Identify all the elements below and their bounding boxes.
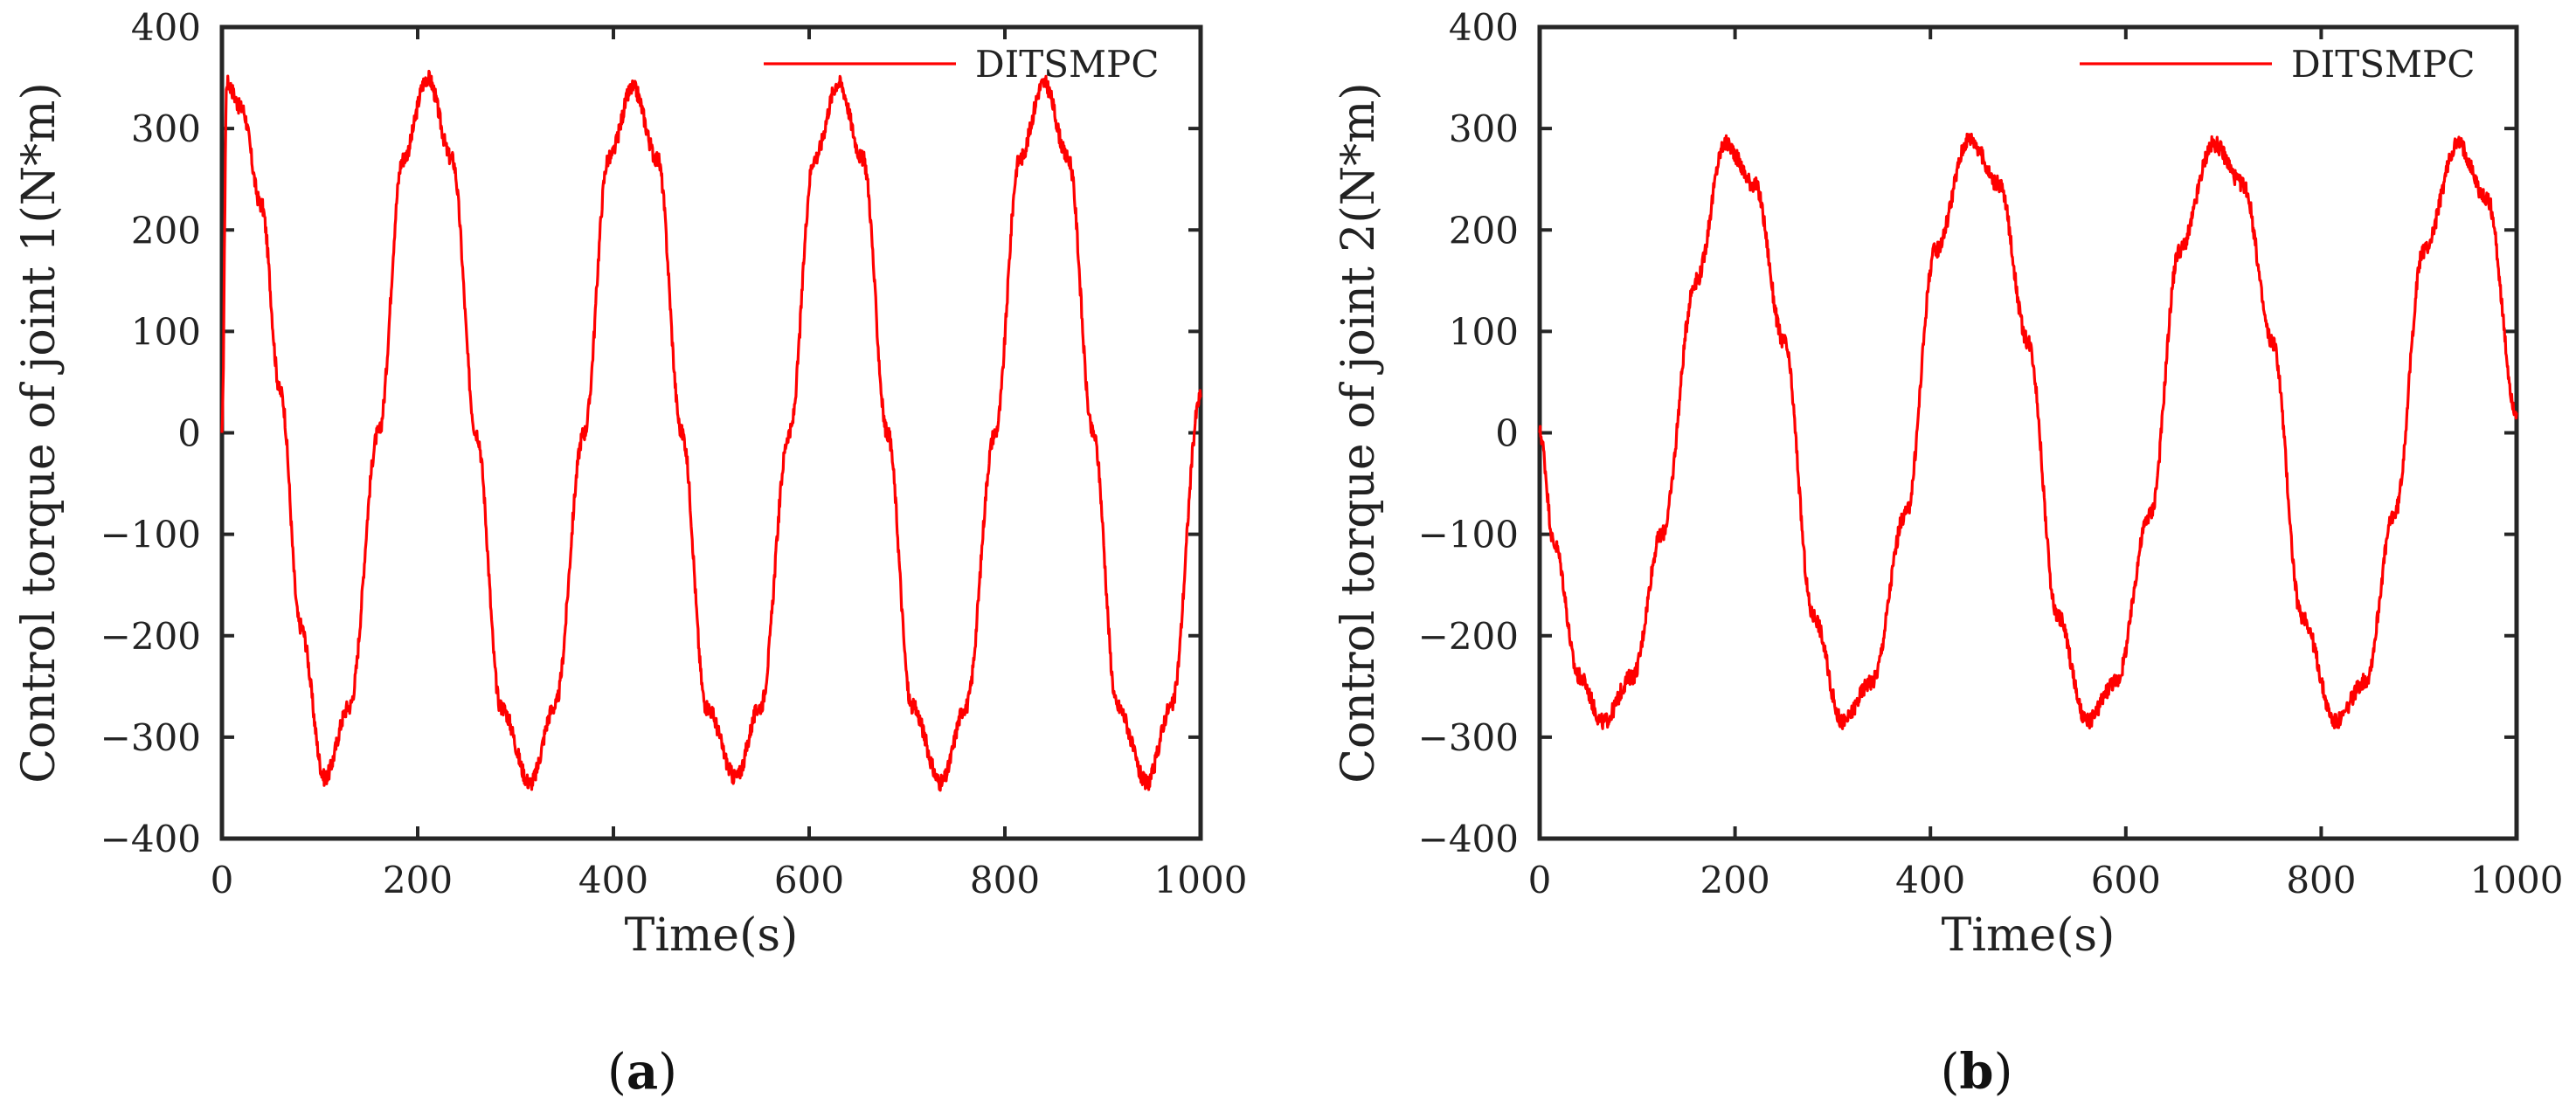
y-tick-label: −300 — [100, 716, 201, 759]
x-tick-label: 800 — [970, 859, 1040, 901]
x-tick-label: 0 — [211, 859, 234, 901]
y-tick-label: 0 — [177, 412, 201, 455]
y-axis-label: Control torque of joint 1(N*m) — [13, 82, 66, 783]
caption-close-paren: ) — [658, 1044, 677, 1101]
caption-open-paren: ( — [607, 1044, 627, 1101]
chart-a: 0 200 400 600 800 1000 −400 −300 −200 −100 0 100 200… — [13, 6, 1247, 1101]
y-tick-label: −100 — [1418, 514, 1519, 556]
legend-label: DITSMPC — [975, 43, 1159, 86]
y-tick-label: −200 — [1418, 615, 1519, 658]
legend-label: DITSMPC — [2291, 43, 2475, 86]
y-tick-label: −400 — [100, 818, 201, 860]
x-tick-label: 200 — [383, 859, 453, 901]
y-tick-label: 200 — [131, 209, 201, 252]
x-tick-label: 1000 — [2470, 859, 2564, 901]
x-tick-label: 600 — [774, 859, 844, 901]
axes-box — [1537, 24, 2519, 841]
chart-b: 0 200 400 600 800 1000 −400 −300 −200 −100 0 100 200… — [1333, 6, 2563, 1101]
y-axis-label: Control torque of joint 2(N*m) — [1333, 82, 1385, 783]
x-tick-label: 1000 — [1154, 859, 1248, 901]
y-tick-label: −300 — [1418, 716, 1519, 759]
caption-letter: b — [1959, 1043, 1993, 1101]
caption-open-paren: ( — [1941, 1044, 1960, 1101]
series-line-ditsmpc — [1538, 132, 2518, 730]
y-tick-label: 200 — [1449, 209, 1519, 252]
panel-caption: (b) — [1941, 1043, 2013, 1101]
y-tick-label: 0 — [1495, 412, 1519, 455]
y-tick-label: 400 — [131, 6, 201, 49]
x-tick-label: 400 — [578, 859, 648, 901]
y-tick-label: −400 — [1418, 818, 1519, 860]
y-tick-label: 100 — [1449, 310, 1519, 353]
x-tick-label: 200 — [1700, 859, 1770, 901]
y-tick-label: −100 — [100, 514, 201, 556]
x-tick-label: 0 — [1528, 859, 1552, 901]
x-tick-label: 600 — [2091, 859, 2161, 901]
y-tick-label: −200 — [100, 615, 201, 658]
x-tick-label: 800 — [2286, 859, 2356, 901]
panel-caption: (a) — [607, 1043, 677, 1101]
y-tick-label: 300 — [1449, 107, 1519, 150]
caption-letter: a — [627, 1043, 658, 1101]
x-tick-label: 400 — [1895, 859, 1965, 901]
x-axis-label: Time(s) — [625, 909, 799, 962]
series-line-ditsmpc — [220, 69, 1202, 792]
x-axis-label: Time(s) — [1942, 909, 2116, 962]
y-tick-label: 300 — [131, 107, 201, 150]
y-tick-label: 400 — [1449, 6, 1519, 49]
y-tick-label: 100 — [131, 310, 201, 353]
caption-close-paren: ) — [1994, 1044, 2013, 1101]
